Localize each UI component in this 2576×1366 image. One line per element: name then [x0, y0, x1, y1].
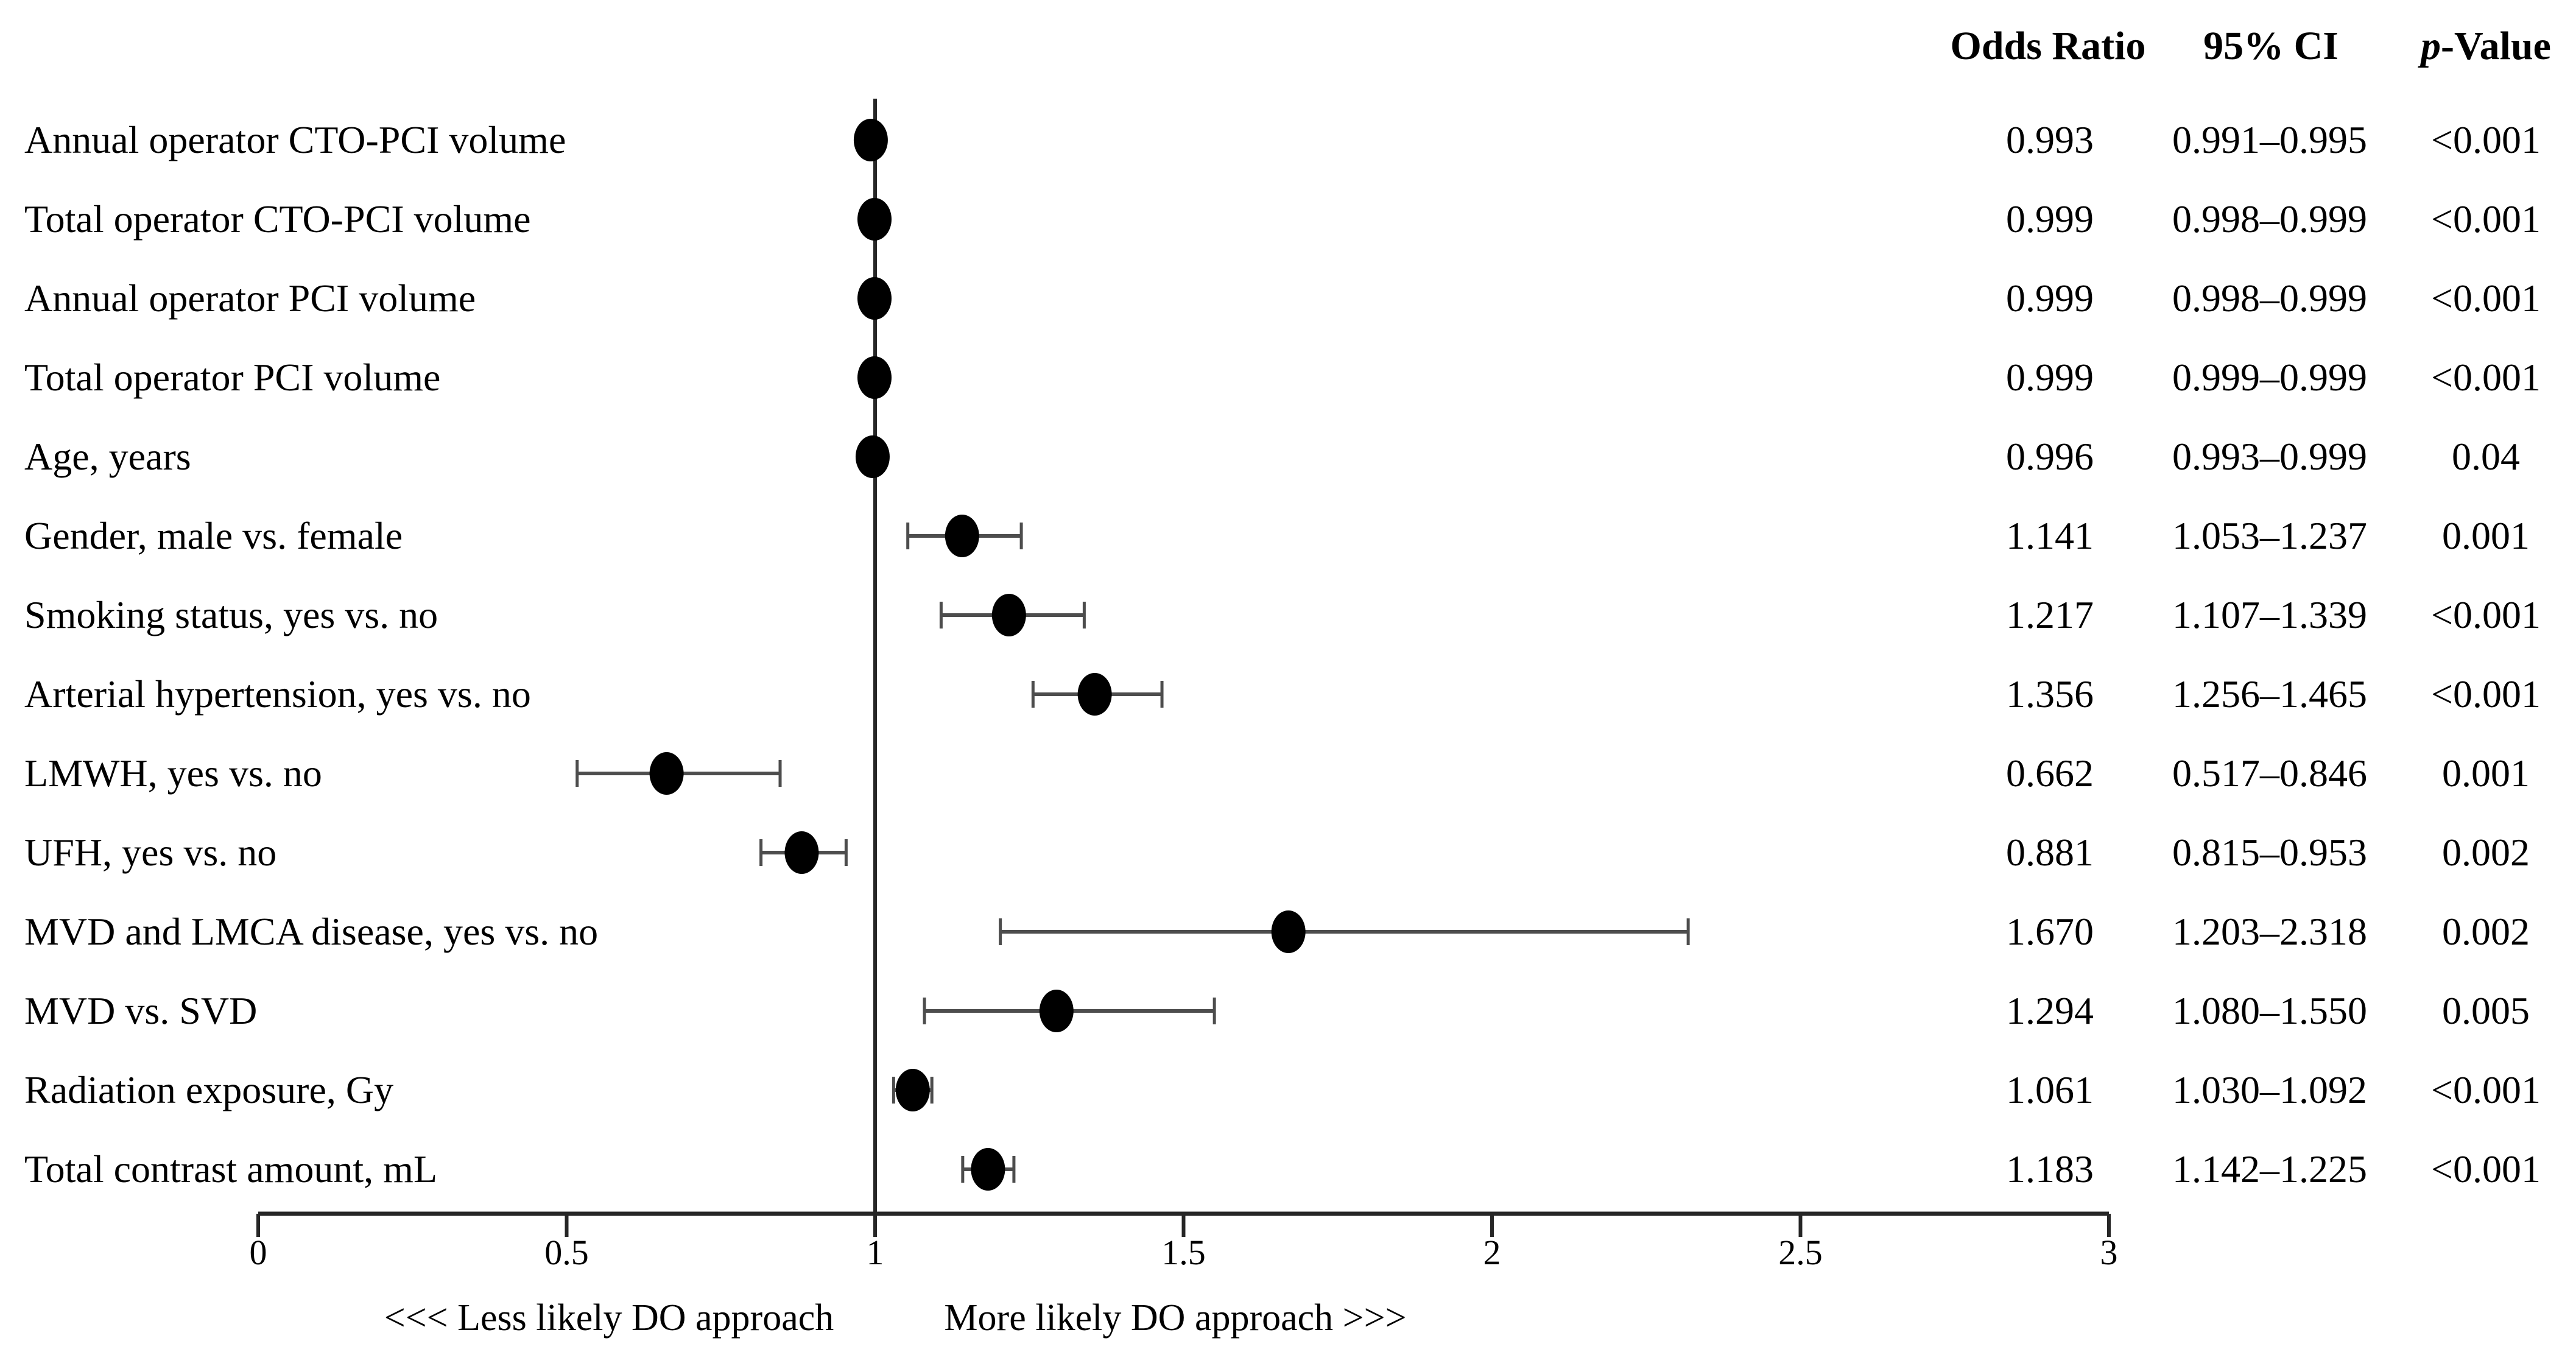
row-label: UFH, yes vs. no	[24, 831, 277, 874]
or-point-marker	[857, 198, 892, 241]
p-value-header-rest: -Value	[2441, 24, 2551, 68]
axis-note-more-likely: More likely DO approach >>>	[944, 1297, 1407, 1339]
row-label: MVD and LMCA disease, yes vs. no	[24, 910, 599, 953]
or-point-marker	[991, 594, 1026, 636]
ci-value: 1.256–1.465	[2172, 672, 2367, 716]
odds-ratio-value: 0.662	[2006, 752, 2094, 795]
or-point-marker	[895, 1069, 930, 1111]
or-point-marker	[649, 752, 684, 795]
odds-ratio-value: 1.670	[2006, 910, 2094, 953]
row-label: Arterial hypertension, yes vs. no	[24, 672, 531, 716]
p-value: 0.002	[2442, 910, 2530, 953]
x-axis-tick-label: 1.5	[1161, 1233, 1206, 1272]
x-axis-tick-label: 1	[867, 1233, 884, 1272]
p-value: <0.001	[2430, 356, 2541, 399]
p-value: 0.04	[2452, 435, 2520, 478]
ci-value: 1.142–1.225	[2172, 1147, 2367, 1191]
p-value: <0.001	[2430, 672, 2541, 716]
ci-value: 1.080–1.550	[2172, 989, 2367, 1032]
odds-ratio-value: 0.881	[2006, 831, 2094, 874]
row-label: Total contrast amount, mL	[24, 1147, 438, 1191]
row-label: Total operator CTO-PCI volume	[24, 197, 531, 241]
row-label: Total operator PCI volume	[24, 356, 441, 399]
x-axis-tick-label: 0.5	[544, 1233, 589, 1272]
x-axis-tick-label: 3	[2100, 1233, 2118, 1272]
odds-ratio-value: 1.141	[2006, 514, 2094, 557]
odds-ratio-value: 0.999	[2006, 197, 2094, 241]
row-label: Age, years	[24, 435, 191, 478]
odds-ratio-value: 1.356	[2006, 672, 2094, 716]
column-header-ci: 95% CI	[2203, 24, 2338, 68]
ci-value: 0.993–0.999	[2172, 435, 2367, 478]
ci-value: 0.815–0.953	[2172, 831, 2367, 874]
x-axis-tick-label: 0	[250, 1233, 267, 1272]
odds-ratio-value: 0.999	[2006, 356, 2094, 399]
row-label: LMWH, yes vs. no	[24, 752, 322, 795]
p-value-header-italic-p: p	[2421, 24, 2441, 68]
or-point-marker	[971, 1148, 1005, 1191]
ci-value: 0.998–0.999	[2172, 197, 2367, 241]
ci-value: 1.030–1.092	[2172, 1068, 2367, 1111]
ci-value: 1.053–1.237	[2172, 514, 2367, 557]
ci-value: 1.203–2.318	[2172, 910, 2367, 953]
p-value: 0.001	[2442, 514, 2530, 557]
or-point-marker	[857, 356, 892, 399]
odds-ratio-value: 0.996	[2006, 435, 2094, 478]
or-point-marker	[857, 277, 892, 320]
ci-value: 0.999–0.999	[2172, 356, 2367, 399]
or-point-marker	[784, 831, 819, 874]
or-point-marker	[1039, 990, 1074, 1032]
odds-ratio-value: 0.999	[2006, 276, 2094, 320]
row-label: Annual operator CTO-PCI volume	[24, 118, 566, 161]
p-value: 0.005	[2442, 989, 2530, 1032]
row-label: Radiation exposure, Gy	[24, 1068, 394, 1111]
row-label: MVD vs. SVD	[24, 989, 258, 1032]
or-point-marker	[945, 515, 979, 557]
p-value: 0.001	[2442, 752, 2530, 795]
row-label: Annual operator PCI volume	[24, 276, 476, 320]
odds-ratio-value: 0.993	[2006, 118, 2094, 161]
axis-note-less-likely: <<< Less likely DO approach	[384, 1297, 834, 1339]
x-axis-tick-label: 2	[1483, 1233, 1501, 1272]
p-value: <0.001	[2430, 1147, 2541, 1191]
or-point-marker	[1077, 673, 1112, 716]
ci-value: 0.991–0.995	[2172, 118, 2367, 161]
odds-ratio-value: 1.183	[2006, 1147, 2094, 1191]
p-value: <0.001	[2430, 276, 2541, 320]
column-header-odds-ratio: Odds Ratio	[1950, 24, 2146, 68]
p-value: <0.001	[2430, 118, 2541, 161]
ci-value: 0.517–0.846	[2172, 752, 2367, 795]
odds-ratio-value: 1.217	[2006, 593, 2094, 636]
p-value: <0.001	[2430, 197, 2541, 241]
or-point-marker	[1271, 910, 1306, 953]
row-label: Smoking status, yes vs. no	[24, 593, 438, 636]
ci-value: 0.998–0.999	[2172, 276, 2367, 320]
odds-ratio-value: 1.294	[2006, 989, 2094, 1032]
row-label: Gender, male vs. female	[24, 514, 403, 557]
ci-value: 1.107–1.339	[2172, 593, 2367, 636]
column-header-p-value: p-Value	[2273, 16, 2576, 77]
x-axis-tick-label: 2.5	[1778, 1233, 1823, 1272]
or-point-marker	[855, 435, 890, 478]
p-value: 0.002	[2442, 831, 2530, 874]
p-value: <0.001	[2430, 593, 2541, 636]
or-point-marker	[853, 119, 888, 161]
odds-ratio-value: 1.061	[2006, 1068, 2094, 1111]
p-value: <0.001	[2430, 1068, 2541, 1111]
